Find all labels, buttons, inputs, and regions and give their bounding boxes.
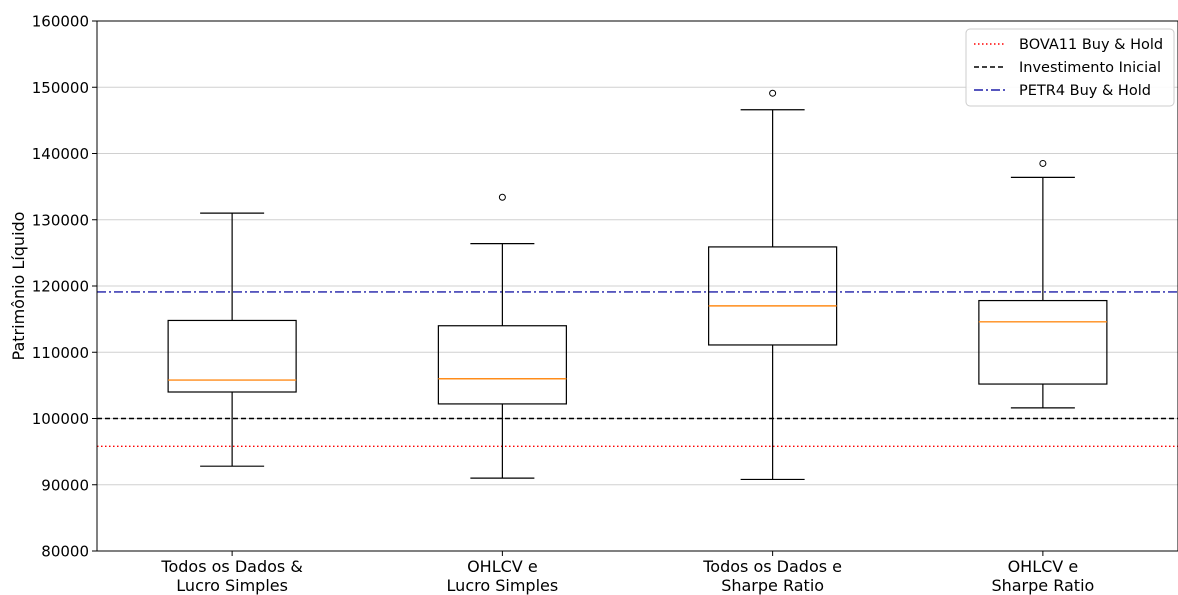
box-group — [708, 89, 838, 481]
x-tick-label: Todos os Dados & — [160, 557, 302, 576]
legend-label: BOVA11 Buy & Hold — [1019, 37, 1163, 53]
boxes — [167, 89, 1108, 481]
x-tick-label: Todos os Dados e — [702, 557, 842, 576]
y-tick-label: 90000 — [41, 476, 89, 494]
box-body — [708, 246, 838, 346]
x-tick-label: Sharpe Ratio — [991, 576, 1094, 595]
y-tick-label: 150000 — [32, 79, 89, 97]
legend-frame — [965, 28, 1175, 107]
y-tick-label: 110000 — [32, 344, 89, 362]
y-tick-label: 140000 — [32, 145, 89, 163]
outlier-point — [498, 193, 506, 201]
x-tick-label: OHLCV e — [467, 557, 538, 576]
y-tick-label: 100000 — [32, 410, 89, 428]
y-axis-label: Patrimônio Líquido — [9, 212, 28, 361]
y-axis-ticks: 80000 90000 100000 110000 120000 130000 140000… — [32, 13, 97, 561]
outlier-point — [1039, 159, 1047, 167]
outlier-point — [769, 89, 777, 97]
legend: BOVA11 Buy & Hold Investimento Inicial PET… — [965, 28, 1175, 107]
box-group — [978, 159, 1108, 409]
y-tick-label: 130000 — [32, 211, 89, 229]
x-tick-label: OHLCV e — [1008, 557, 1079, 576]
box-body — [167, 319, 297, 393]
y-tick-label: 80000 — [41, 543, 89, 561]
box-body — [978, 299, 1108, 385]
box-body — [437, 325, 567, 405]
box-group — [437, 193, 567, 479]
y-tick-label: 120000 — [32, 278, 89, 296]
y-tick-label: 160000 — [32, 13, 89, 31]
reference-lines — [97, 291, 1178, 448]
legend-label: PETR4 Buy & Hold — [1019, 83, 1151, 99]
box-group — [167, 212, 297, 467]
x-tick-label: Lucro Simples — [176, 576, 288, 595]
x-tick-label: Lucro Simples — [447, 576, 559, 595]
x-tick-label: Sharpe Ratio — [721, 576, 824, 595]
legend-label: Investimento Inicial — [1019, 60, 1161, 76]
